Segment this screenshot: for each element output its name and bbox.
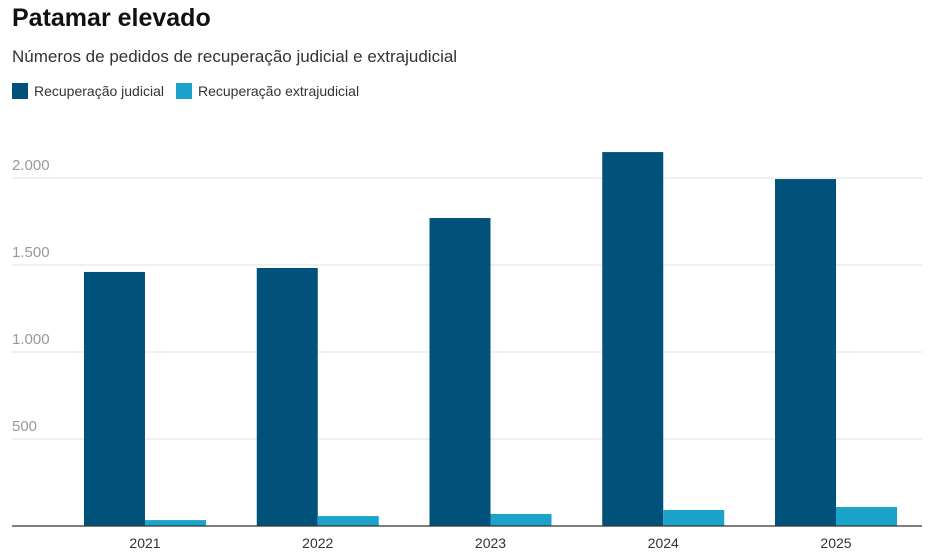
chart-subtitle: Números de pedidos de recuperação judici… xyxy=(12,47,458,66)
y-tick-label: 1.000 xyxy=(12,331,50,348)
y-tick-label: 500 xyxy=(12,418,37,435)
bar-judicial-2025 xyxy=(775,179,836,526)
legend-label-extrajudicial: Recuperação extrajudicial xyxy=(197,83,360,99)
chart-title: Patamar elevado xyxy=(12,4,211,32)
x-tick-label: 2022 xyxy=(302,535,333,551)
legend-item-extrajudicial: Recuperação extrajudicial xyxy=(175,83,360,99)
bar-judicial-2022 xyxy=(256,267,318,526)
bar-extrajudicial-2025 xyxy=(836,507,897,526)
bar-extrajudicial-2021 xyxy=(145,520,206,526)
legend: Recuperação judicial Recuperação extraju… xyxy=(12,83,359,99)
y-tick-label: 2.000 xyxy=(12,157,50,174)
bar-extrajudicial-2023 xyxy=(490,513,552,526)
bar-judicial-2021 xyxy=(84,271,145,526)
bar-judicial-2024 xyxy=(602,152,664,526)
x-tick-label: 2025 xyxy=(820,535,851,551)
bar-judicial-2023 xyxy=(429,218,491,526)
legend-item-judicial: Recuperação judicial xyxy=(12,83,164,99)
x-tick-label: 2024 xyxy=(648,535,679,551)
legend-swatch-judicial xyxy=(12,83,28,99)
y-tick-label: 1.500 xyxy=(12,244,50,261)
x-tick-label: 2023 xyxy=(475,535,506,551)
bar-extrajudicial-2022 xyxy=(317,516,379,526)
legend-label-judicial: Recuperação judicial xyxy=(34,83,164,99)
legend-swatch-extrajudicial xyxy=(175,83,192,99)
bar-extrajudicial-2024 xyxy=(663,509,725,526)
x-tick-label: 2021 xyxy=(129,535,160,551)
